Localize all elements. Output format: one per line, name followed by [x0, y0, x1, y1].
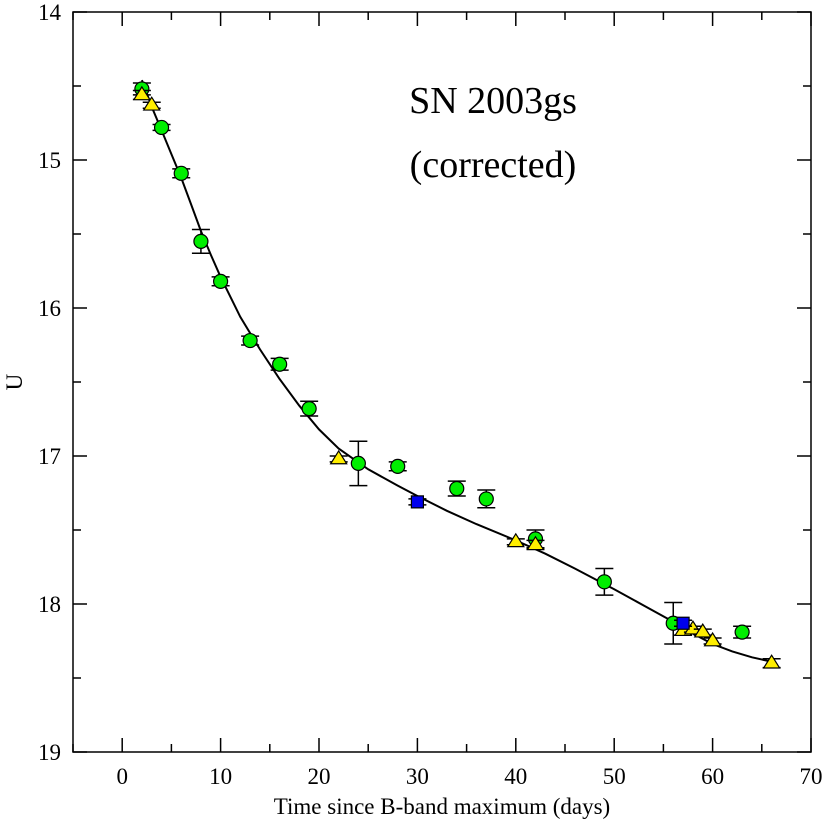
tick-labels: 0 10 20 30 40 50 60 70 14 15 16 17 18 19 [38, 0, 823, 789]
circle-point [173, 165, 189, 181]
chart-title-line-1: SN 2003gs [409, 80, 577, 122]
x-tick-label: 70 [800, 764, 823, 789]
x-axis-label: Time since B-band maximum (days) [274, 794, 610, 819]
triangle-point [506, 532, 525, 548]
x-tick-label: 60 [701, 764, 724, 789]
circle-point [350, 455, 366, 471]
x-tick-label: 20 [308, 764, 331, 789]
circle-point [734, 624, 750, 640]
y-tick-label: 18 [38, 592, 61, 617]
y-tick-label: 15 [38, 148, 61, 173]
square-point [410, 495, 424, 509]
circle-point [449, 480, 465, 497]
data-points [132, 81, 781, 669]
triangle-point [132, 85, 151, 101]
circle-point [596, 574, 612, 590]
x-tick-label: 40 [504, 764, 527, 789]
circle-point [193, 233, 209, 249]
triangle-point [762, 654, 781, 669]
axis-ticks [72, 11, 812, 753]
x-tick-label: 10 [209, 764, 232, 789]
circle-point [213, 273, 229, 289]
y-tick-label: 14 [38, 0, 62, 25]
triangle-point [526, 535, 545, 551]
circle-point [301, 401, 317, 417]
chart-title-line-2: (corrected) [410, 144, 577, 186]
circle-point [478, 491, 494, 507]
y-tick-label: 17 [38, 444, 61, 469]
triangle-point [693, 622, 712, 638]
plot-frame [72, 11, 812, 753]
triangle-point [703, 631, 722, 647]
x-tick-label: 50 [603, 764, 626, 789]
y-tick-label: 19 [38, 740, 61, 765]
y-tick-label: 16 [38, 296, 61, 321]
x-tick-label: 0 [116, 764, 128, 789]
y-axis-label: U [2, 373, 27, 390]
circle-point [390, 458, 406, 474]
triangle-point [142, 96, 161, 111]
triangle-point [329, 449, 348, 465]
circle-point [153, 119, 170, 136]
circle-point [242, 332, 258, 349]
x-tick-label: 30 [406, 764, 429, 789]
square-point [676, 616, 690, 630]
circle-point [272, 356, 288, 372]
